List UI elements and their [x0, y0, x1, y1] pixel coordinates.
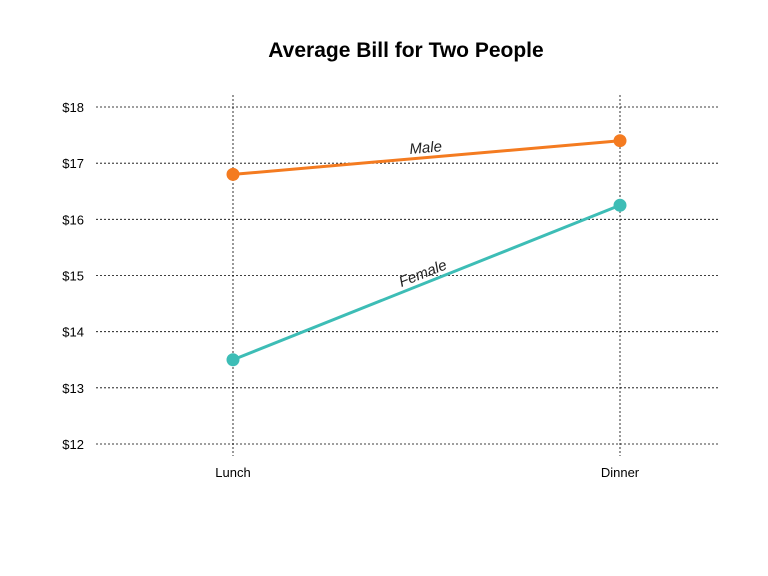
- data-point-female: [226, 353, 240, 367]
- y-tick-label: $12: [62, 437, 84, 452]
- y-tick-label: $15: [62, 269, 84, 284]
- series: Male Female: [226, 134, 627, 367]
- y-axis-ticks: $12 $13 $14 $15 $16 $17 $18: [62, 100, 84, 452]
- chart-title: Average Bill for Two People: [268, 39, 543, 62]
- y-tick-label: $16: [62, 212, 84, 227]
- grid: [96, 95, 720, 456]
- y-tick-label: $14: [62, 325, 84, 340]
- data-point-female: [613, 198, 627, 212]
- series-line-male: [232, 139, 621, 176]
- y-tick-label: $17: [62, 156, 84, 171]
- y-tick-label: $13: [62, 381, 84, 396]
- series-label-male: Male: [409, 138, 443, 158]
- data-point-male: [226, 167, 240, 181]
- x-axis-ticks: Lunch Dinner: [215, 465, 640, 480]
- series-label-female: Female: [397, 257, 450, 291]
- x-tick-label: Dinner: [601, 465, 640, 480]
- data-point-male: [613, 134, 627, 148]
- x-tick-label: Lunch: [215, 465, 250, 480]
- series-line-female: [232, 203, 621, 362]
- y-tick-label: $18: [62, 100, 84, 115]
